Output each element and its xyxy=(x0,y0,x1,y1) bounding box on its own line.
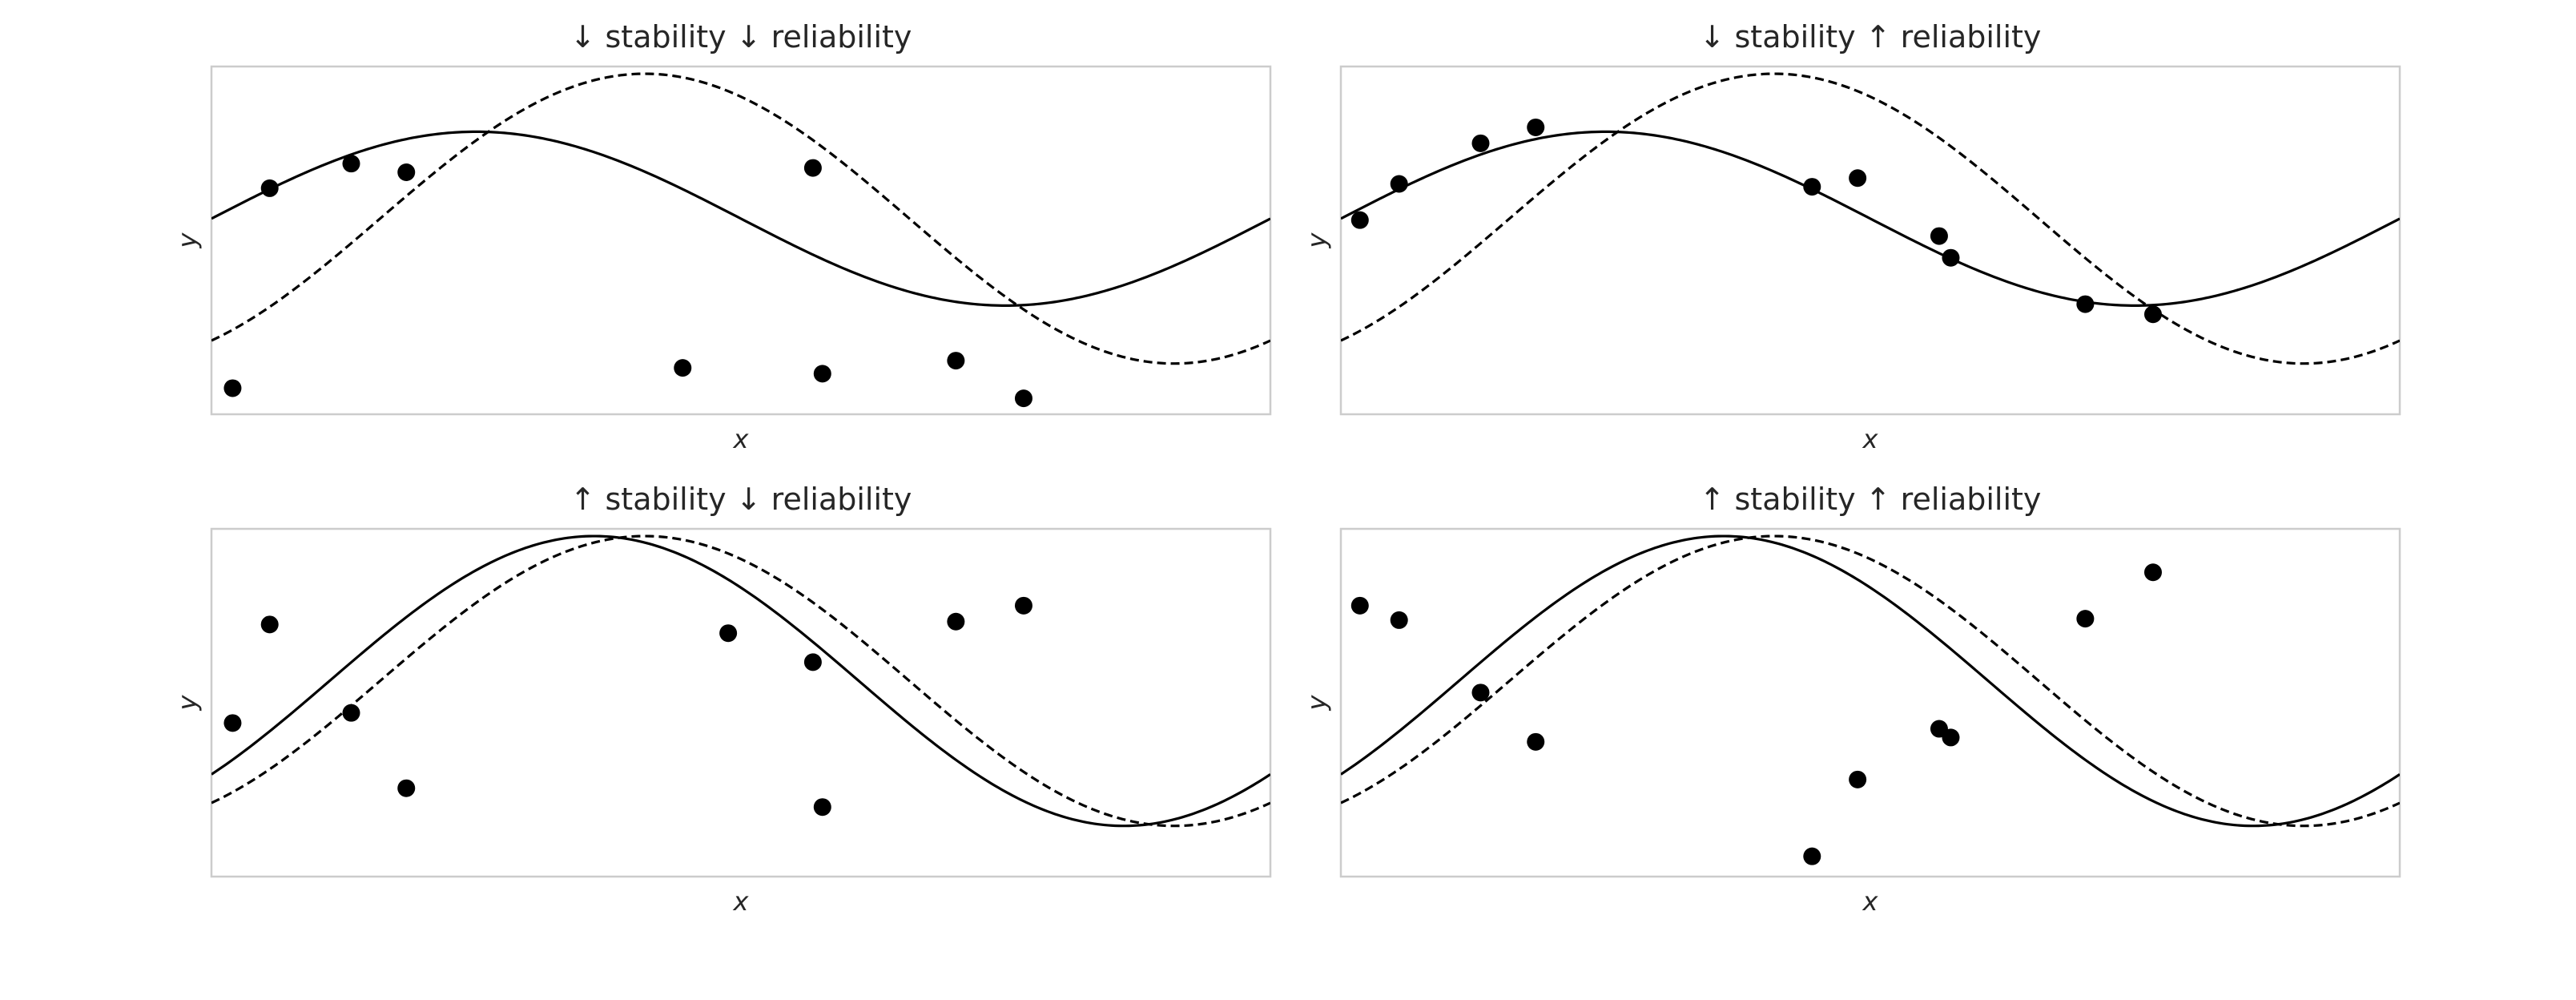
data-point xyxy=(260,179,279,197)
data-point xyxy=(1849,169,1867,188)
data-point xyxy=(1849,770,1867,788)
plot-frame xyxy=(210,527,1272,878)
data-point xyxy=(674,359,692,377)
data-point xyxy=(1527,118,1545,136)
data-point xyxy=(342,155,360,173)
chart-panel-4: ↑ stability ↑ reliability x y xyxy=(1302,482,2401,917)
x-axis-label: x xyxy=(1862,424,1879,454)
solid-curve xyxy=(211,534,1270,828)
dashed-curve xyxy=(1341,72,2400,365)
solid-curve xyxy=(1341,534,2400,828)
data-point xyxy=(813,798,831,817)
data-point xyxy=(2076,295,2095,313)
data-point xyxy=(2076,610,2095,628)
data-points xyxy=(1350,118,2162,324)
data-point xyxy=(397,779,416,797)
data-point xyxy=(947,612,965,631)
data-point xyxy=(1942,248,1960,267)
data-point xyxy=(397,163,416,182)
data-point xyxy=(1803,178,1821,196)
data-point xyxy=(1390,611,1408,629)
panel-title: ↑ stability ↑ reliability xyxy=(1700,482,2042,517)
data-point xyxy=(223,714,242,732)
y-axis-label: y xyxy=(1302,232,1332,248)
panel-title: ↓ stability ↑ reliability xyxy=(1700,19,2042,54)
data-point xyxy=(803,653,822,671)
data-points xyxy=(1350,563,2162,865)
panel-title: ↓ stability ↓ reliability xyxy=(570,19,912,54)
chart-panel-1: ↓ stability ↓ reliability x y xyxy=(172,19,1272,454)
y-axis-label: y xyxy=(172,232,203,248)
x-axis-label: x xyxy=(733,424,750,454)
data-point xyxy=(1471,134,1490,152)
data-point xyxy=(813,365,831,383)
plot-frame xyxy=(1339,527,2401,878)
data-points xyxy=(223,596,1032,817)
solid-curve xyxy=(1341,130,2400,307)
data-point xyxy=(1942,728,1960,747)
plot-frame xyxy=(210,65,1272,416)
data-point xyxy=(1014,389,1032,408)
curves-group xyxy=(211,534,1270,828)
data-point xyxy=(1014,596,1032,615)
data-point xyxy=(260,615,279,634)
data-point xyxy=(1390,175,1408,193)
chart-panel-3: ↑ stability ↓ reliability x y xyxy=(172,482,1272,917)
chart-panel-2: ↓ stability ↑ reliability x y xyxy=(1302,19,2401,454)
solid-curve xyxy=(211,130,1270,307)
data-point xyxy=(1803,847,1821,865)
data-point xyxy=(1350,596,1369,615)
dashed-curve xyxy=(211,72,1270,365)
panel-title: ↑ stability ↓ reliability xyxy=(570,482,912,517)
data-point xyxy=(719,624,738,643)
dashed-curve xyxy=(211,534,1270,828)
data-point xyxy=(2143,305,2162,324)
x-axis-label: x xyxy=(1862,886,1879,917)
curves-group xyxy=(1341,72,2400,365)
data-point xyxy=(803,159,822,177)
curves-group xyxy=(211,72,1270,365)
data-point xyxy=(342,704,360,722)
plot-frame xyxy=(1339,65,2401,416)
dashed-curve xyxy=(1341,534,2400,828)
data-point xyxy=(1350,211,1369,229)
data-points xyxy=(223,155,1032,408)
y-axis-label: y xyxy=(172,694,203,711)
data-point xyxy=(947,352,965,370)
data-point xyxy=(1527,732,1545,751)
x-axis-label: x xyxy=(733,886,750,917)
curves-group xyxy=(1341,534,2400,828)
data-point xyxy=(2143,563,2162,582)
data-point xyxy=(1930,227,1948,245)
y-axis-label: y xyxy=(1302,694,1332,711)
data-point xyxy=(223,379,242,397)
data-point xyxy=(1471,683,1490,702)
